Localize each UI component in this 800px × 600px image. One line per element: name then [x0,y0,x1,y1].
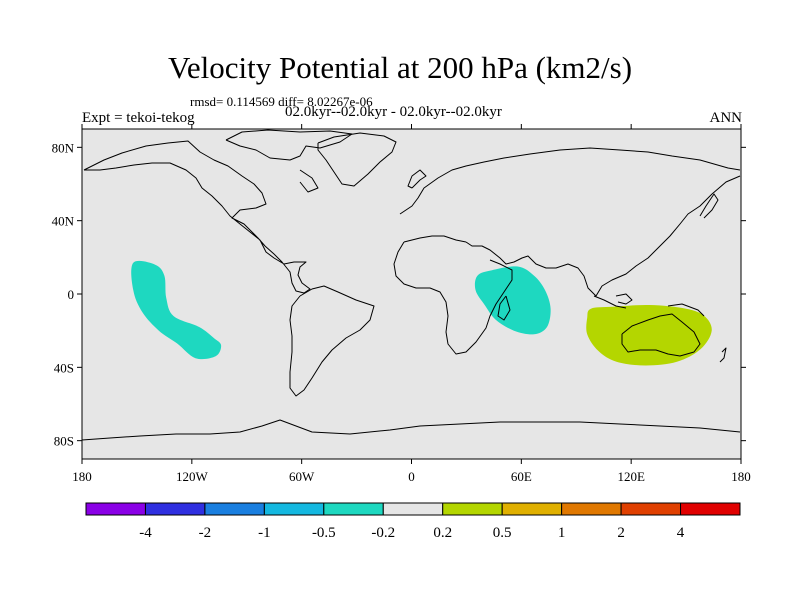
y-tick-label: 80S [54,434,74,449]
x-tick-label: 60E [511,469,532,484]
colorbar-segment [561,502,622,516]
colorbar-label: 0.5 [493,525,512,541]
colorbar-label: 1 [558,525,566,541]
colorbar-segment [620,502,682,516]
y-tick-label: 0 [68,287,75,302]
experiment-label: Expt = tekoi-tekog [82,110,195,126]
colorbar-label: -1 [258,525,271,541]
season-label: ANN [709,110,743,126]
britain-coastline [407,169,427,189]
stats-text: rmsd= 0.114569 diff= 8.02267e-06 [190,94,373,109]
colorbar-segment [263,502,325,516]
colorbar-segment [501,502,563,516]
colorbar-label: -0.2 [371,525,395,541]
colorbar-segment [382,502,444,516]
colorbar-segment [144,502,206,516]
x-tick-label: 180 [72,469,92,484]
japan-coastline [699,193,719,219]
y-tick-label: 80N [52,140,75,155]
greenland-coastline [317,132,397,187]
chart-title: Velocity Potential at 200 hPa (km2/s) [167,50,633,85]
colorbar-segment [204,502,265,516]
map-background [82,129,741,459]
colorbar-label: 0.2 [433,525,452,541]
colorbar-segment [85,502,146,516]
colorbar-segment [680,502,741,516]
x-tick-label: 180 [731,469,751,484]
colorbar-label: 4 [677,525,685,541]
south-america-coastline [289,285,375,397]
north-america-coastline [83,129,353,294]
maritime-continent-coastline [593,293,705,317]
colorbar-label: -4 [139,525,152,541]
east-africa-negative-region [474,266,551,335]
y-tick-label: 40S [54,360,74,375]
period-label: 02.0kyr--02.0kyr - 02.0kyr--02.0kyr [285,104,502,120]
australia-coastline [621,313,727,363]
east-pacific-negative-region [131,260,222,360]
colorbar-label: -2 [199,525,212,541]
y-tick-label: 40N [52,214,75,229]
colorbar: -4 -2 -1 -0.5 -0.2 0.2 0.5 1 2 4 [85,502,741,541]
new-zealand-coastline [719,347,727,363]
x-tick-label: 120E [617,469,645,484]
x-tick-label: 120W [176,469,209,484]
colorbar-label: 2 [617,525,625,541]
x-tick-label: 0 [408,469,415,484]
antarctica-coastline [82,419,741,441]
eurasia-africa-coastline [393,147,741,355]
colorbar-label: -0.5 [312,525,336,541]
colorbar-segment [323,502,384,516]
colorbar-segment [442,502,503,516]
x-tick-label: 60W [289,469,315,484]
madagascar-coastline [497,295,511,321]
